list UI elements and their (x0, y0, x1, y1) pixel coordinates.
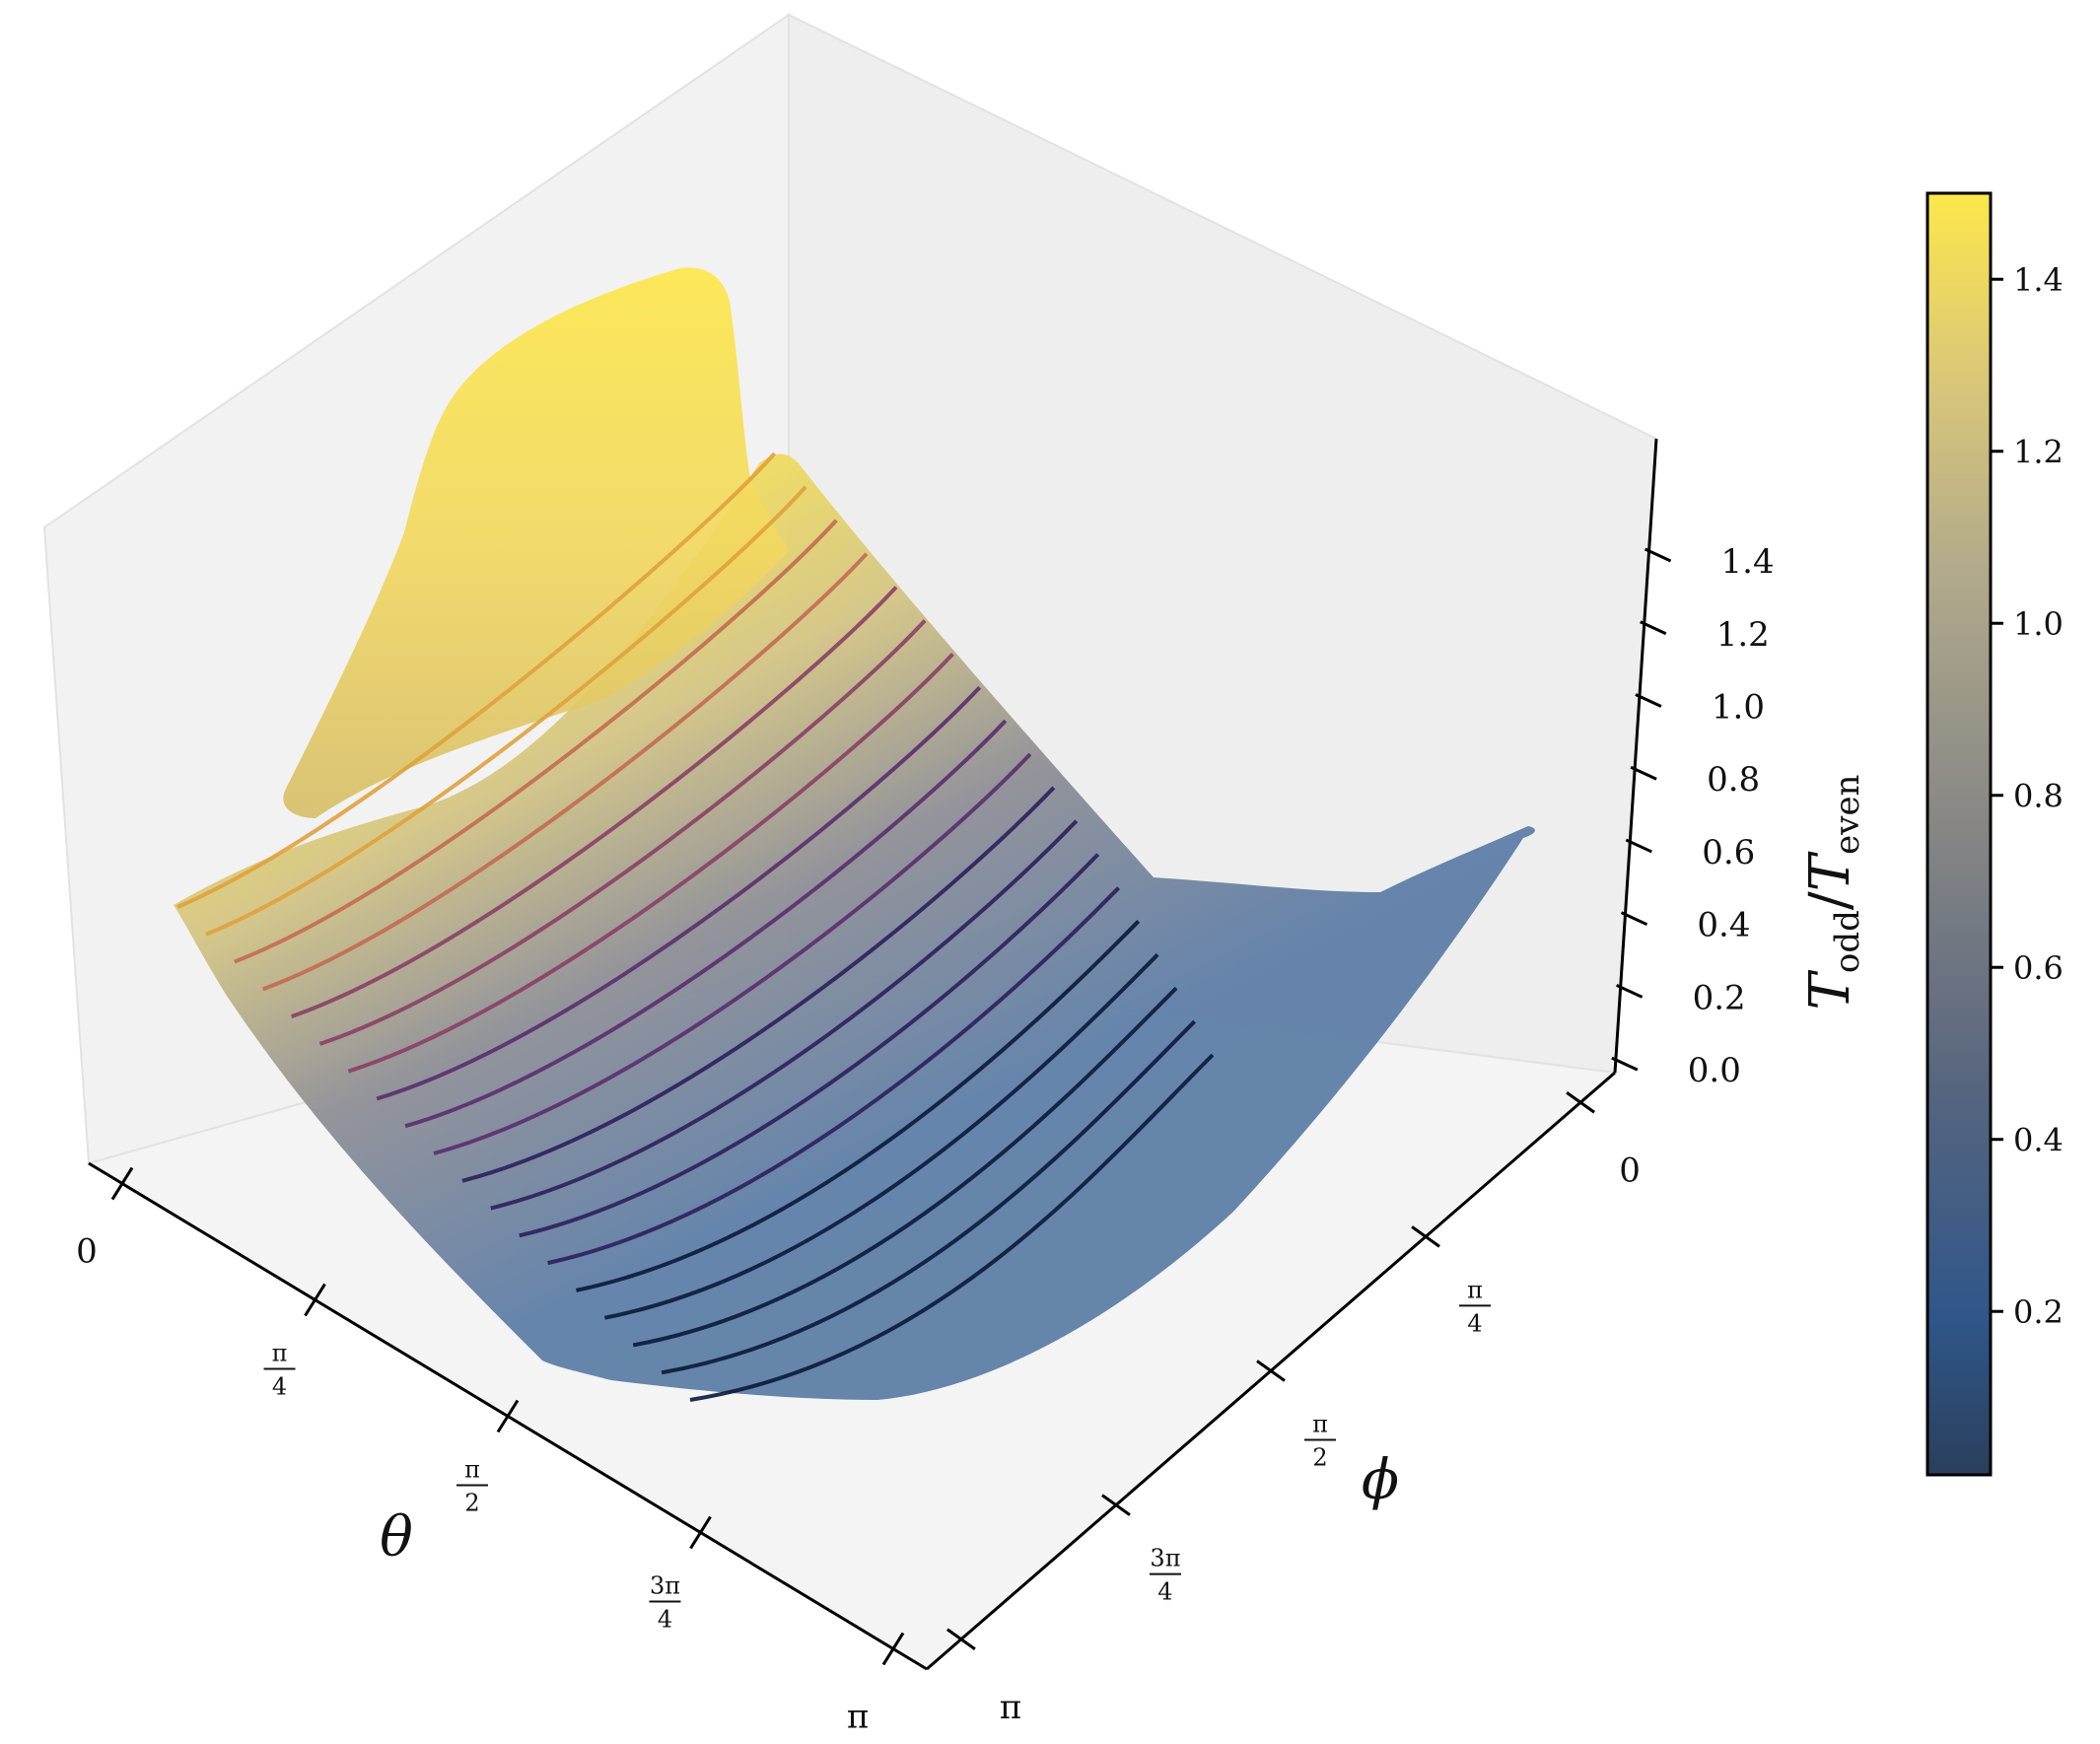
contour-line-7 (490, 819, 1079, 1211)
colorbar-tick-label-5: 1.2 (2013, 434, 2064, 471)
theta-tick-label-3: 3π4 (649, 1571, 681, 1633)
phi-tick-label-2-num: π (1312, 1411, 1328, 1438)
phi-axis-label: ϕ (1362, 1448, 1399, 1512)
contour-line-2 (632, 986, 1178, 1348)
colorbar-tick-label-6: 1.4 (2013, 261, 2064, 299)
theta-tick-label-3-num: 3π (650, 1571, 680, 1599)
phi-tick-label-3-den: 4 (1157, 1578, 1172, 1606)
z-axis-label: Todd/Teven (1798, 775, 1867, 1011)
contour-line-11 (376, 685, 982, 1101)
theta-tick-4 (881, 1632, 905, 1666)
contour-line-6 (519, 853, 1100, 1238)
phi-tick-2 (1256, 1360, 1286, 1382)
theta-tick-0 (110, 1166, 134, 1201)
colorbar-ticks: 0.2 0.4 0.6 0.8 1.0 1.2 1.4 (1991, 261, 2064, 1331)
phi-tick-label-3: 3π4 (1149, 1545, 1181, 1606)
theta-tick-label-2: π2 (456, 1456, 489, 1517)
z-tick-4 (1630, 765, 1657, 781)
contour-line-1 (661, 1019, 1197, 1375)
contour-line-12 (347, 652, 954, 1074)
contour-line-5 (547, 886, 1121, 1266)
theta-tick-label-4: π (847, 1697, 869, 1736)
colorbar-tick-label-0: 0.2 (2013, 1293, 2064, 1331)
surface-peak (283, 267, 789, 818)
phi-tick-label-2-den: 2 (1312, 1444, 1327, 1472)
phi-tick-label-1: π4 (1459, 1276, 1492, 1337)
contour-line-14 (290, 586, 898, 1018)
phi-tick-label-4-text: π (1000, 1688, 1021, 1727)
z-tick-7 (1644, 547, 1672, 563)
z-tick-3 (1625, 838, 1652, 854)
surface (174, 267, 1535, 1402)
colorbar: 0.2 0.4 0.6 0.8 1.0 1.2 1.4 (1925, 191, 2064, 1477)
theta-tick-label-4-text: π (847, 1697, 869, 1736)
phi-tick-label-0-text: 0 (1619, 1151, 1641, 1190)
phi-tick-3 (1101, 1494, 1131, 1516)
theta-tick-3 (689, 1515, 712, 1550)
contour-line-3 (603, 952, 1159, 1320)
phi-tick-label-3-num: 3π (1150, 1545, 1180, 1572)
theta-tick-label-1-den: 4 (272, 1373, 287, 1401)
theta-tick-label-0-text: 0 (76, 1232, 98, 1272)
colorbar-tick-label-2: 0.6 (2013, 949, 2064, 987)
z-tick-label-7: 1.4 (1721, 542, 1775, 582)
theta-tick-1 (304, 1283, 326, 1317)
phi-tick-label-4: π (1000, 1688, 1021, 1727)
contour-line-10 (404, 719, 1008, 1129)
theta-tick-label-2-num: π (464, 1456, 480, 1484)
contour-line-18 (176, 452, 777, 909)
theta-tick-label-2-den: 2 (464, 1490, 479, 1517)
z-tick-2 (1620, 911, 1648, 927)
phi-tick-label-1-num: π (1467, 1276, 1483, 1303)
theta-tick-label-0: 0 (76, 1232, 98, 1272)
colorbar-tick-label-4: 1.0 (2013, 605, 2064, 643)
contour-line-8 (461, 786, 1056, 1183)
z-ticks: 0.0 0.2 0.4 0.6 0.8 1.0 1.2 1.4 (1611, 542, 1775, 1090)
theta-tick-label-1-num: π (272, 1340, 288, 1367)
colorbar-gradient (1925, 191, 1993, 1477)
z-tick-label-3: 0.6 (1702, 833, 1755, 872)
z-tick-label-0: 0.0 (1688, 1051, 1741, 1090)
z-axis-line (1613, 438, 1658, 1074)
colorbar-tick-label-3: 0.8 (2013, 778, 2064, 815)
phi-tick-4 (946, 1628, 976, 1650)
z-tick-label-1: 0.2 (1693, 978, 1746, 1017)
z-tick-label-6: 1.2 (1716, 615, 1770, 655)
theta-axis-label: θ (380, 1505, 413, 1570)
contour-line-15 (261, 552, 869, 992)
z-tick-label-4: 0.8 (1707, 760, 1760, 800)
phi-tick-1 (1411, 1225, 1440, 1248)
z-tick-label-5: 1.0 (1712, 687, 1765, 727)
phi-tick-0 (1566, 1091, 1595, 1114)
contour-line-17 (205, 485, 807, 937)
contour-line-16 (234, 519, 838, 964)
contour-lines (176, 452, 1215, 1402)
contour-line-13 (318, 619, 927, 1046)
z-tick-0 (1611, 1056, 1639, 1072)
phi-tick-label-1-den: 4 (1467, 1309, 1482, 1337)
theta-tick-2 (496, 1399, 520, 1433)
contour-line-0 (689, 1053, 1215, 1402)
colorbar-tick-label-1: 0.4 (2013, 1122, 2064, 1159)
svg-text:Todd/Teven: Todd/Teven (1798, 775, 1867, 1011)
z-tick-5 (1635, 693, 1662, 708)
contour-line-4 (576, 920, 1141, 1292)
phi-tick-label-2: π2 (1303, 1411, 1336, 1472)
z-tick-6 (1640, 620, 1667, 636)
z-tick-1 (1616, 984, 1644, 999)
theta-tick-label-1: π4 (263, 1340, 296, 1401)
theta-tick-label-3-den: 4 (658, 1605, 672, 1633)
z-tick-label-2: 0.4 (1697, 906, 1750, 945)
phi-tick-label-0: 0 (1619, 1151, 1641, 1190)
contour-line-9 (433, 752, 1032, 1155)
